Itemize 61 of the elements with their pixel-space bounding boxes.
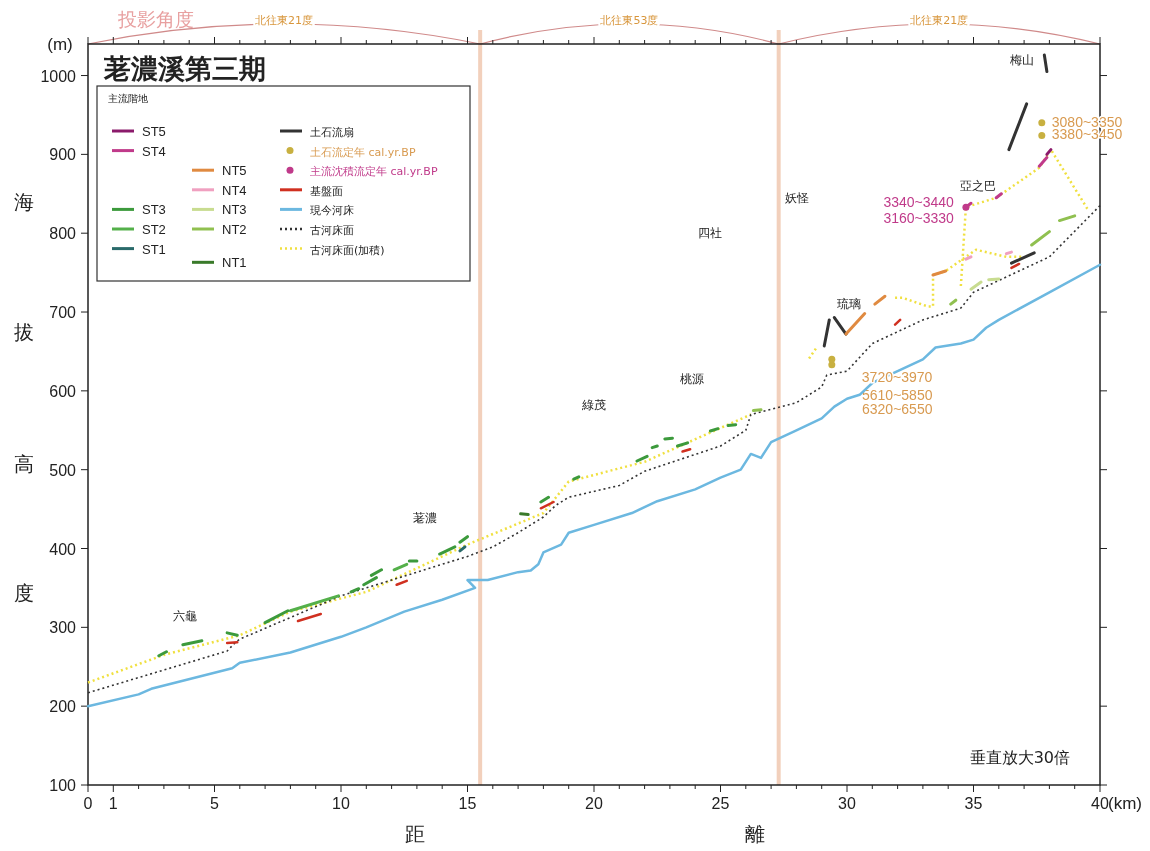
- annotation: 妖怪: [785, 190, 809, 205]
- legend-label: ST4: [142, 143, 166, 159]
- x-tick-label: 30: [838, 795, 856, 812]
- y-axis-title: 海拔高度: [12, 176, 36, 696]
- y-tick-label: 800: [49, 225, 77, 243]
- annotation: 垂直放大30倍: [969, 748, 1070, 767]
- y-tick-label: 300: [49, 619, 77, 637]
- legend-label: 古河床面(加積): [310, 243, 385, 257]
- annotation: 桃源: [680, 371, 704, 386]
- y-tick-label: 1000: [40, 67, 77, 85]
- x-tick-label: 5: [210, 795, 220, 812]
- annotation: 綠茂: [581, 397, 606, 412]
- y-tick-label: 100: [49, 777, 77, 794]
- annotation: 荖濃: [413, 510, 437, 525]
- legend-label: 現今河床: [310, 204, 354, 218]
- x-tick-label: 15: [458, 795, 477, 812]
- x-tick-label: 25: [711, 795, 730, 812]
- legend-label: 土石流扇: [310, 126, 354, 139]
- legend-label: NT1: [222, 255, 247, 271]
- y-tick-label: 900: [49, 146, 77, 164]
- legend-label: 土石流定年 cal.yr.BP: [310, 145, 416, 159]
- annotation: 六龜: [173, 608, 197, 623]
- text: (km): [1108, 794, 1142, 813]
- annotation: 5610~5850: [862, 386, 933, 403]
- legend-label: ST2: [142, 222, 166, 237]
- legend-label: NT4: [222, 182, 247, 198]
- annotation: 亞之巴: [960, 178, 996, 193]
- legend-label: ST5: [142, 124, 166, 139]
- y-tick-label: 400: [49, 540, 77, 558]
- x-tick-label: 1: [108, 795, 118, 812]
- y-tick-label: 600: [49, 382, 77, 400]
- annotation: 琉璃: [837, 296, 861, 311]
- legend-title: 主流階地: [108, 93, 148, 104]
- x-tick-label: 10: [332, 795, 350, 812]
- text: 投影角度: [117, 8, 194, 30]
- x-tick-label: 0: [83, 795, 93, 812]
- legend-label: 主流沈積流定年 cal.yr.BP: [310, 165, 438, 179]
- x-axis-title: 距離: [405, 822, 1085, 846]
- annotation: 四社: [698, 225, 722, 240]
- annotation: 梅山: [1009, 52, 1034, 67]
- annotation: 3340~3440: [883, 193, 955, 210]
- legend-label: NT5: [222, 163, 247, 179]
- legend-label: ST3: [142, 202, 166, 218]
- x-tick-label: 20: [585, 795, 603, 812]
- annotation: 3160~3330: [883, 209, 955, 226]
- y-tick-label: 200: [49, 698, 77, 716]
- legend-label: 基盤面: [310, 184, 343, 198]
- y-tick-label: 700: [49, 304, 77, 322]
- legend-label: ST1: [142, 241, 166, 257]
- x-tick-label: 35: [964, 795, 983, 812]
- legend-label: NT3: [222, 202, 247, 218]
- text: 北往東21度: [255, 14, 314, 27]
- text: 北往東21度: [910, 14, 969, 27]
- y-tick-label: 500: [49, 461, 77, 479]
- text: (m): [47, 35, 73, 54]
- chart-title: 荖濃溪第三期: [103, 53, 266, 84]
- x-tick-label: 40: [1091, 795, 1109, 812]
- annotation: 6320~6550: [862, 400, 933, 417]
- legend-label: NT2: [222, 222, 247, 237]
- text: 北往東53度: [600, 14, 659, 27]
- legend-label: 古河床面: [310, 224, 354, 237]
